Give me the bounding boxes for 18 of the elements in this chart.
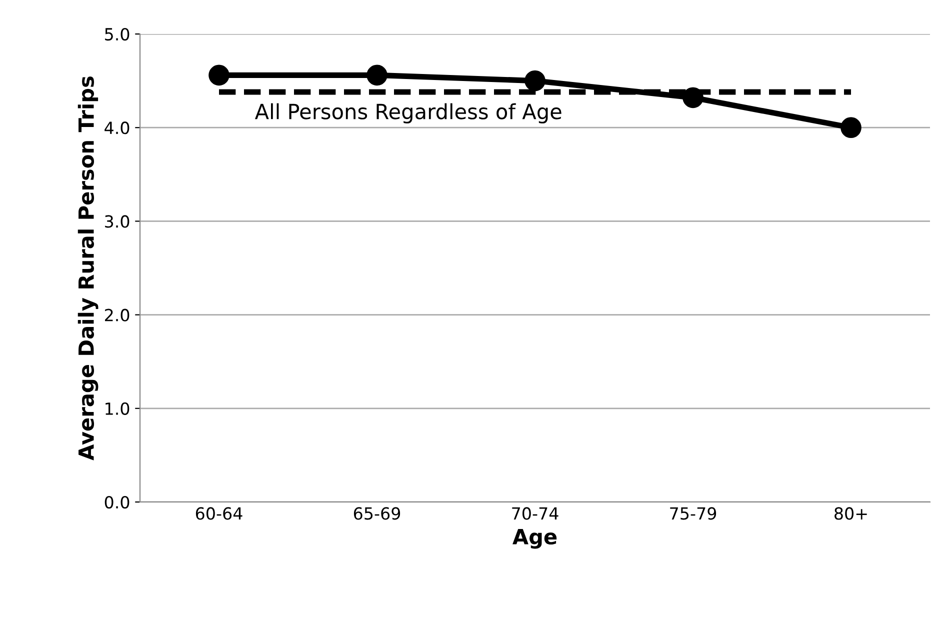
point — [524, 70, 546, 92]
x-tick-label: 70-74 — [512, 507, 558, 520]
point — [208, 64, 230, 86]
x-axis-title: Age — [512, 529, 557, 549]
y-tick-label: 5.0 — [105, 28, 130, 41]
series-label: All Persons Regardless of Age — [254, 103, 562, 124]
x-tick-label: 60-64 — [196, 507, 242, 520]
y-tick-label: 4.0 — [104, 122, 130, 134]
y-tick-label: 3.0 — [105, 215, 130, 228]
point — [366, 64, 388, 86]
y-tick-label: 0.0 — [104, 496, 130, 509]
y-tick-label: 1.0 — [106, 402, 130, 415]
x-tick-label: 65-69 — [354, 507, 400, 520]
y-axis-title: Average Daily Rural Person Trips — [78, 76, 98, 460]
x-tick-label: 80+ — [834, 507, 867, 520]
x-tick-label: 75-79 — [670, 507, 716, 520]
y-tick-label: 2.0 — [104, 308, 130, 322]
point — [840, 117, 862, 138]
